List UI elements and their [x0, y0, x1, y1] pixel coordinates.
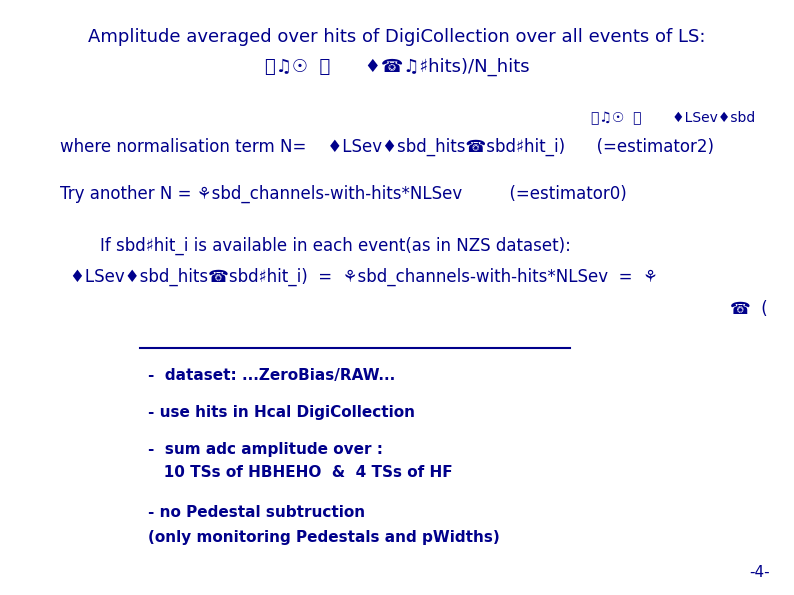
- Text: where normalisation term N=    ♦LSev♦sbd_hits☎sbd♯hit_i)      (=estimator2): where normalisation term N= ♦LSev♦sbd_hi…: [60, 138, 714, 156]
- Text: (only monitoring Pedestals and pWidths): (only monitoring Pedestals and pWidths): [148, 530, 499, 545]
- Text: - no Pedestal subtruction: - no Pedestal subtruction: [148, 505, 365, 520]
- Text: Try another N = ⚘sbd_channels-with-hits*NLSev         (=estimator0): Try another N = ⚘sbd_channels-with-hits*…: [60, 185, 626, 203]
- Text: ♦LSev♦sbd_hits☎sbd♯hit_i)  =  ⚘sbd_channels-with-hits*NLSev  =  ⚘: ♦LSev♦sbd_hits☎sbd♯hit_i) = ⚘sbd_channel…: [70, 268, 658, 286]
- Text: 10 TSs of HBHEHO  &  4 TSs of HF: 10 TSs of HBHEHO & 4 TSs of HF: [148, 465, 453, 480]
- Text: Amplitude averaged over hits of DigiCollection over all events of LS:: Amplitude averaged over hits of DigiColl…: [88, 28, 706, 46]
- Text: -  sum adc amplitude over :: - sum adc amplitude over :: [148, 442, 383, 457]
- Text: If sbd♯hit_i is available in each event(as in NZS dataset):: If sbd♯hit_i is available in each event(…: [100, 237, 571, 255]
- Text: -4-: -4-: [750, 565, 770, 580]
- Text: -  dataset: ...ZeroBias/RAW...: - dataset: ...ZeroBias/RAW...: [148, 368, 395, 383]
- Text: - use hits in Hcal DigiCollection: - use hits in Hcal DigiCollection: [148, 405, 415, 420]
- Text: ⎗♫☉  ⎗      ♦☎♫♯hits)/N_hits: ⎗♫☉ ⎗ ♦☎♫♯hits)/N_hits: [264, 58, 530, 76]
- Text: ☎  (: ☎ (: [730, 300, 768, 318]
- Text: ⎗♫☉  ⎗       ♦LSev♦sbd: ⎗♫☉ ⎗ ♦LSev♦sbd: [591, 110, 755, 124]
